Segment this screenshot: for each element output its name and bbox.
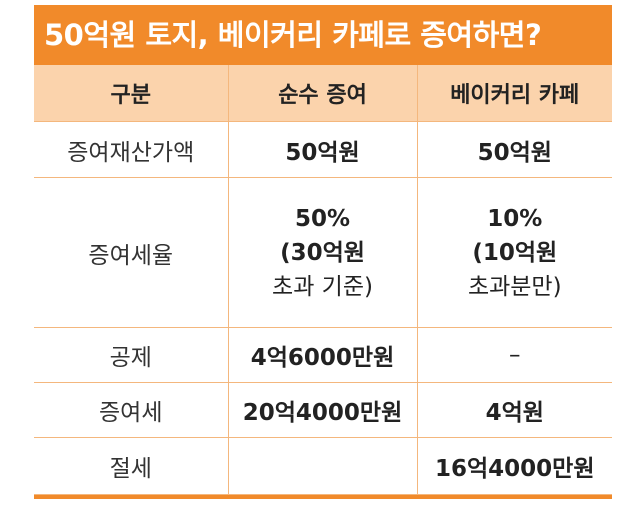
cell-cafe-deduction: –	[416, 327, 612, 383]
comparison-table: 구분 순수 증여 베이커리 카페 증여재산가액 50억원 50억원 증여세율 5…	[34, 65, 612, 495]
row-label-gift-asset-value: 증여재산가액	[34, 121, 228, 178]
cell-cafe-tax-saving: 16억4000만원	[416, 437, 612, 495]
pure-rate-line-1: 50%	[294, 205, 351, 232]
cell-cafe-asset-value: 50억원	[416, 121, 612, 178]
table-row: 증여재산가액 50억원 50억원	[34, 121, 612, 178]
table-title: 50억원 토지, 베이커리 카페로 증여하면?	[34, 5, 612, 65]
cell-pure-gift-asset-value: 50억원	[227, 121, 417, 178]
bottom-accent-line	[34, 495, 612, 499]
table-row: 절세 16억4000만원	[34, 437, 612, 495]
pure-rate-line-2: (30억원	[280, 239, 365, 266]
cell-pure-gift-tax: 20억4000만원	[227, 382, 417, 438]
header-pure-gift: 순수 증여	[227, 65, 417, 122]
table-row: 증여세율 50% (30억원 초과 기준) 10% (10억원 초과분만)	[34, 177, 612, 328]
pure-rate-line-3: 초과 기준)	[272, 273, 373, 300]
cell-cafe-tax-rate: 10% (10억원 초과분만)	[416, 177, 612, 328]
header-category: 구분	[34, 65, 228, 122]
info-table-card: 50억원 토지, 베이커리 카페로 증여하면? 구분 순수 증여 베이커리 카페…	[34, 5, 612, 499]
row-label-gift-tax-rate: 증여세율	[34, 177, 228, 328]
cell-pure-gift-tax-saving	[227, 437, 417, 495]
cafe-rate-line-1: 10%	[487, 205, 543, 232]
cafe-rate-line-3: 초과분만)	[467, 273, 562, 300]
header-bakery-cafe: 베이커리 카페	[416, 65, 612, 122]
table-row: 공제 4억6000만원 –	[34, 327, 612, 383]
cafe-rate-line-2: (10억원	[472, 239, 558, 266]
row-label-gift-tax: 증여세	[34, 382, 228, 438]
table-header-row: 구분 순수 증여 베이커리 카페	[34, 65, 612, 122]
cell-pure-gift-tax-rate: 50% (30억원 초과 기준)	[227, 177, 417, 328]
row-label-deduction: 공제	[34, 327, 228, 383]
cell-pure-gift-deduction: 4억6000만원	[227, 327, 417, 383]
cell-cafe-gift-tax: 4억원	[416, 382, 612, 438]
table-row: 증여세 20억4000만원 4억원	[34, 382, 612, 438]
row-label-tax-saving: 절세	[34, 437, 228, 495]
